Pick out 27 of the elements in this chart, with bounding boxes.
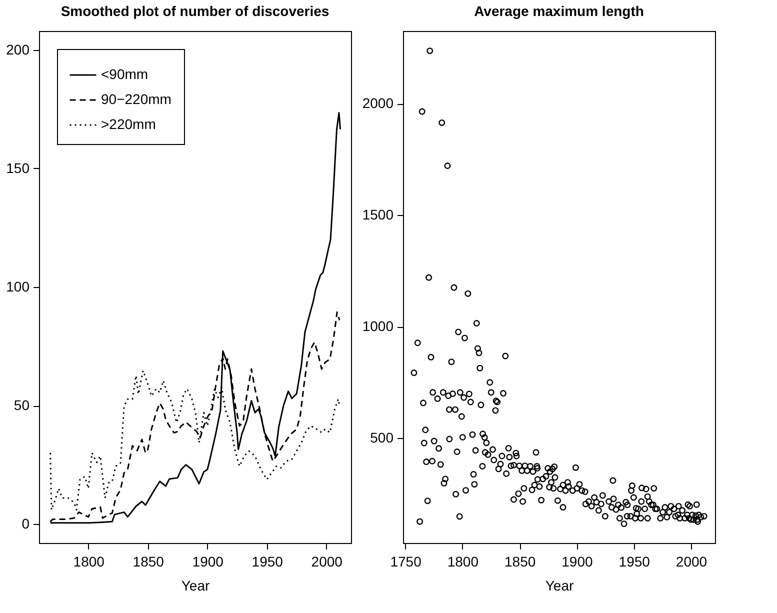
x-tick-label: 1850 (504, 554, 536, 570)
x-tick-label: 1950 (618, 554, 650, 570)
y-tick-label: 200 (6, 41, 30, 58)
x-tick-label: 1900 (192, 554, 224, 570)
y-tick-label: 150 (6, 160, 30, 176)
x-tick-label: 2000 (311, 554, 343, 570)
x-tick-label: 1900 (562, 554, 593, 570)
y-tick-label: 1500 (362, 206, 394, 223)
x-tick-label: 1850 (132, 554, 164, 570)
y-tick-label: 0 (22, 516, 30, 532)
legend-label: 90−220mm (101, 91, 172, 107)
x-tick-label: 1800 (447, 554, 479, 570)
chart-title: Average maximum length (474, 3, 644, 19)
y-tick-label: 2000 (362, 95, 394, 112)
x-tick-label: 1800 (73, 554, 105, 570)
x-axis-title: Year (545, 578, 574, 594)
y-tick-label: 100 (6, 278, 30, 294)
y-tick-label: 1000 (362, 318, 394, 334)
legend-label: <90mm (101, 66, 148, 82)
x-tick-label: 2000 (676, 554, 708, 570)
chart-title: Smoothed plot of number of discoveries (60, 3, 330, 19)
y-tick-label: 500 (370, 430, 394, 446)
legend-label: >220mm (101, 116, 156, 132)
y-tick-label: 50 (14, 397, 30, 414)
x-axis-title: Year (181, 578, 210, 594)
x-tick-label: 1950 (252, 554, 284, 570)
x-tick-label: 1750 (390, 554, 422, 570)
